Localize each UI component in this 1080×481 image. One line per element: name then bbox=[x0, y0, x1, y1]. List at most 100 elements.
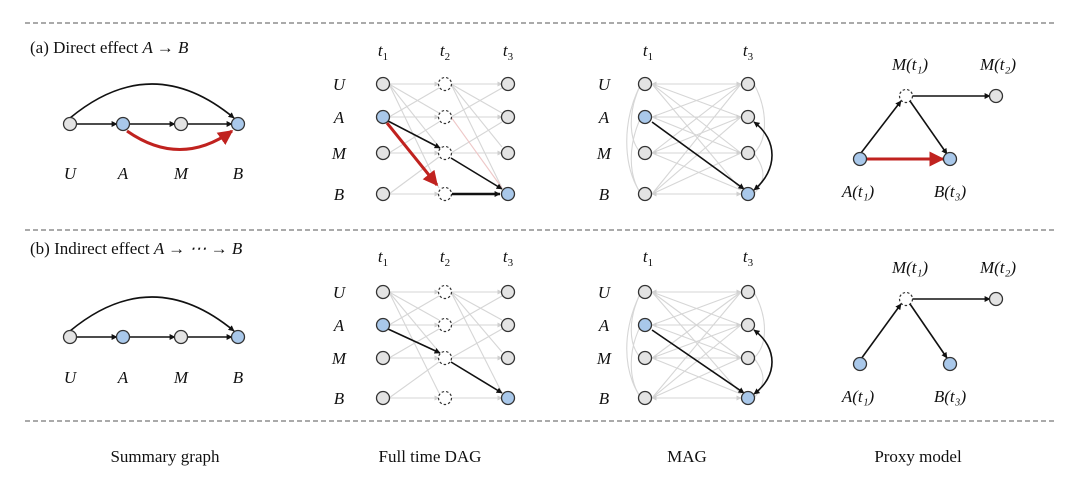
node-u bbox=[62, 329, 78, 345]
node-u-t1 bbox=[375, 76, 391, 92]
label-u: U bbox=[64, 368, 78, 387]
node-m-t1 bbox=[637, 145, 653, 161]
node-b-t2 bbox=[437, 390, 453, 406]
label-a: A bbox=[598, 316, 610, 335]
label-b: B bbox=[233, 368, 244, 387]
node-m-t3 bbox=[500, 145, 516, 161]
label-b: B bbox=[334, 185, 345, 204]
time-label-t3: t3 bbox=[503, 247, 514, 269]
node-b-t3 bbox=[500, 186, 516, 202]
node-a-t3 bbox=[740, 109, 756, 125]
node-m-t2 bbox=[988, 291, 1004, 307]
column-title-mag: MAG bbox=[667, 447, 707, 466]
time-label-t2: t2 bbox=[440, 247, 450, 269]
row-a-mag: U A M B t1 t3 bbox=[596, 41, 773, 204]
time-label-t1: t1 bbox=[643, 247, 653, 269]
label-b: B bbox=[599, 389, 610, 408]
node-b-t3 bbox=[942, 151, 958, 167]
node-u-t3 bbox=[500, 284, 516, 300]
node-a-t3 bbox=[500, 109, 516, 125]
node-m-t1 bbox=[898, 88, 914, 104]
label-m-t2: M(t₂) bbox=[979, 55, 1016, 74]
node-u-t1 bbox=[637, 284, 653, 300]
row-b-proxy-model: M(t₁) M(t₂) A(t₁) B(t₃) bbox=[841, 258, 1017, 406]
row-a-proxy-model: M(t₁) M(t₂) A(t₁) B(t₃) bbox=[841, 55, 1017, 201]
node-u-t2 bbox=[437, 284, 453, 300]
column-title-full-time-dag: Full time DAG bbox=[379, 447, 482, 466]
row-b-caption: (b) Indirect effect A → ⋯ → B bbox=[30, 239, 243, 258]
node-m-t2 bbox=[437, 145, 453, 161]
node-b-t3 bbox=[942, 356, 958, 372]
label-u: U bbox=[598, 283, 612, 302]
node-a bbox=[115, 116, 131, 132]
time-label-t3: t3 bbox=[743, 41, 754, 63]
time-label-t1: t1 bbox=[643, 41, 653, 63]
label-b: B bbox=[334, 389, 345, 408]
label-m-t2: M(t₂) bbox=[979, 258, 1016, 277]
node-a-t1 bbox=[852, 151, 868, 167]
node-a-t3 bbox=[500, 317, 516, 333]
row-a-full-time-dag: U A M B t1 t2 t3 bbox=[331, 41, 516, 204]
time-label-t3: t3 bbox=[743, 247, 754, 269]
node-b-t1 bbox=[375, 390, 391, 406]
label-m: M bbox=[596, 349, 612, 368]
row-b-full-time-dag: U A M B t1 t2 t3 bbox=[331, 247, 516, 408]
label-u: U bbox=[598, 75, 612, 94]
label-a-t1: A(t₁) bbox=[841, 387, 875, 406]
node-m bbox=[173, 116, 189, 132]
node-b-t1 bbox=[637, 186, 653, 202]
label-a: A bbox=[333, 316, 345, 335]
label-m: M bbox=[173, 164, 189, 183]
node-a-t2 bbox=[437, 317, 453, 333]
row-a-summary-graph: U A M B bbox=[62, 83, 246, 183]
node-m-t1 bbox=[637, 350, 653, 366]
node-u bbox=[62, 116, 78, 132]
node-a-t1 bbox=[375, 317, 391, 333]
node-b bbox=[230, 329, 246, 345]
label-m: M bbox=[331, 349, 347, 368]
node-a bbox=[115, 329, 131, 345]
node-a-t3 bbox=[740, 317, 756, 333]
node-m-t2 bbox=[437, 350, 453, 366]
label-m: M bbox=[173, 368, 189, 387]
column-title-summary-graph: Summary graph bbox=[110, 447, 220, 466]
node-b-t3 bbox=[740, 390, 756, 406]
column-title-proxy-model: Proxy model bbox=[874, 447, 962, 466]
label-a-t1: A(t₁) bbox=[841, 182, 875, 201]
node-b-t3 bbox=[500, 390, 516, 406]
node-m-t3 bbox=[500, 350, 516, 366]
label-m-t1: M(t₁) bbox=[891, 55, 928, 74]
label-m: M bbox=[331, 144, 347, 163]
node-b-t3 bbox=[740, 186, 756, 202]
label-a: A bbox=[117, 368, 129, 387]
row-b-mag: U A M B t1 t3 bbox=[596, 247, 773, 408]
label-b: B bbox=[599, 185, 610, 204]
row-a-caption: (a) Direct effect A → B bbox=[30, 38, 189, 57]
label-u: U bbox=[333, 283, 347, 302]
node-m-t2 bbox=[988, 88, 1004, 104]
label-a: A bbox=[117, 164, 129, 183]
label-b-t3: B(t₃) bbox=[934, 387, 967, 406]
label-m-t1: M(t₁) bbox=[891, 258, 928, 277]
node-m bbox=[173, 329, 189, 345]
node-m-t3 bbox=[740, 145, 756, 161]
node-b-t1 bbox=[375, 186, 391, 202]
node-u-t3 bbox=[500, 76, 516, 92]
node-a-t1 bbox=[637, 317, 653, 333]
node-u-t3 bbox=[740, 284, 756, 300]
node-b-t2 bbox=[437, 186, 453, 202]
label-u: U bbox=[64, 164, 78, 183]
node-u-t3 bbox=[740, 76, 756, 92]
node-b-t1 bbox=[637, 390, 653, 406]
row-b-summary-graph: U A M B bbox=[62, 296, 246, 387]
node-m-t1 bbox=[375, 145, 391, 161]
node-a-t1 bbox=[852, 356, 868, 372]
node-m-t1 bbox=[898, 291, 914, 307]
node-u-t1 bbox=[375, 284, 391, 300]
node-b bbox=[230, 116, 246, 132]
node-u-t2 bbox=[437, 76, 453, 92]
label-m: M bbox=[596, 144, 612, 163]
time-label-t1: t1 bbox=[378, 247, 388, 269]
label-a: A bbox=[333, 108, 345, 127]
